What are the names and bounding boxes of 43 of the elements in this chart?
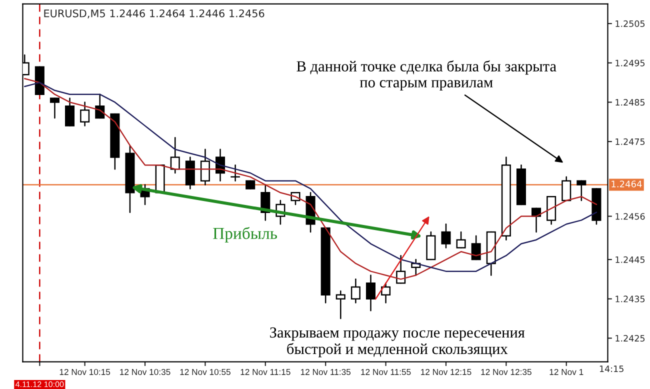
chart-title: EURUSD,M5 1.2446 1.2464 1.2446 1.2456: [44, 9, 264, 18]
text: 14:15: [600, 366, 624, 372]
candlestick: [230, 164, 240, 182]
y-tick-label: 1.2445: [616, 256, 645, 263]
candlestick: [350, 278, 360, 304]
annotation: В данной точке сделка была бы закрыта по старым правилам: [296, 60, 556, 91]
annotation: Закрываем продажу после пересечения быстрой и медленной скользящих: [270, 327, 525, 358]
candlestick: [185, 156, 195, 190]
x-tick-label: 12 Nov 12:15: [421, 368, 472, 376]
candlestick: [65, 98, 75, 126]
candlestick: [200, 148, 210, 186]
x-tick-label: 12 Nov 12:35: [481, 368, 532, 376]
candlestick: [441, 224, 451, 248]
candlestick: [336, 290, 346, 320]
x-tick-label: 12 Nov 10:15: [60, 368, 110, 376]
candlestick: [456, 231, 466, 248]
x-tick-label: 12 Nov 10:35: [120, 368, 170, 376]
x-tick-label: 12 Nov 11:35: [300, 368, 351, 376]
y-tick-label: 1.2505: [616, 20, 645, 27]
candlestick: [426, 231, 436, 260]
candlestick: [396, 254, 406, 284]
y-tick-label: 1.2475: [616, 138, 645, 145]
candlestick: [80, 102, 90, 126]
candlestick: [50, 98, 60, 119]
y-tick-label: 1.2495: [616, 60, 645, 66]
x-tick-label: 12 Nov 10:55: [180, 368, 230, 376]
candlestick: [546, 196, 556, 225]
candlestick: [576, 180, 586, 202]
ref-line-label: 1.2464: [612, 180, 642, 188]
candlestick: [170, 136, 180, 174]
candlestick: [471, 235, 481, 260]
candlestick: [366, 274, 376, 312]
x-tick-label: 12 Nov 11:15: [240, 368, 290, 376]
x-tick-label: 12 Nov 11:55: [361, 368, 411, 376]
candlestick: [562, 176, 572, 202]
candlestick: [381, 282, 391, 304]
y-tick-label: 1.2425: [616, 335, 645, 342]
y-tick-label: 1.2456: [616, 213, 645, 220]
x-tick-label: 4.11.12 10:00: [16, 381, 64, 388]
annotation: Прибыль: [213, 226, 277, 242]
y-tick-label: 1.2435: [616, 296, 645, 302]
y-tick-label: 1.2485: [616, 99, 645, 106]
x-tick-label: 12 Nov 1: [550, 368, 584, 376]
